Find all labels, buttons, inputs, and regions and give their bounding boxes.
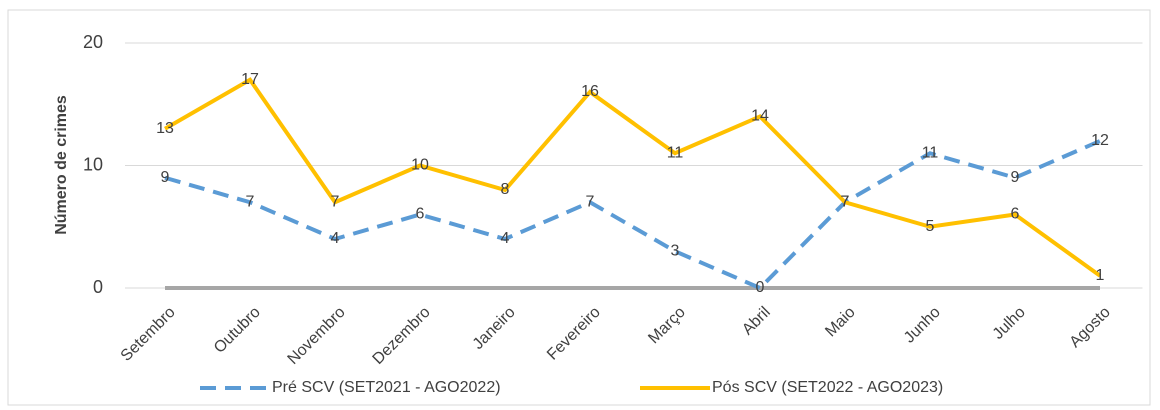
data-label: 3 bbox=[671, 242, 680, 259]
data-label: 10 bbox=[411, 157, 429, 174]
data-label: 9 bbox=[161, 169, 170, 186]
data-label: 0 bbox=[756, 279, 765, 296]
data-label: 17 bbox=[241, 71, 259, 88]
data-label: 16 bbox=[581, 83, 599, 100]
data-label: 9 bbox=[1011, 169, 1020, 186]
legend-label: Pré SCV (SET2021 - AGO2022) bbox=[272, 379, 501, 396]
data-label: 6 bbox=[416, 206, 425, 223]
legend-label: Pós SCV (SET2022 - AGO2023) bbox=[712, 379, 943, 396]
y-tick-label: 0 bbox=[93, 277, 103, 297]
data-label: 12 bbox=[1091, 132, 1109, 149]
data-label: 1 bbox=[1096, 267, 1105, 284]
y-tick-label: 10 bbox=[83, 154, 103, 174]
data-label: 7 bbox=[841, 193, 850, 210]
series-line bbox=[164, 77, 1102, 278]
data-label: 11 bbox=[667, 144, 684, 161]
data-label: 8 bbox=[501, 181, 510, 198]
data-label: 13 bbox=[156, 120, 174, 137]
data-label: 6 bbox=[1011, 206, 1020, 223]
data-label: 7 bbox=[246, 193, 255, 210]
data-label: 7 bbox=[586, 193, 595, 210]
data-label: 14 bbox=[751, 108, 769, 125]
data-label: 4 bbox=[501, 230, 510, 247]
y-tick-label: 20 bbox=[83, 32, 103, 52]
series-line bbox=[164, 139, 1101, 291]
y-axis-label: Número de crimes bbox=[53, 95, 70, 235]
data-label: 7 bbox=[331, 193, 340, 210]
data-label: 4 bbox=[331, 230, 340, 247]
data-label: 5 bbox=[926, 218, 935, 235]
data-label: 11 bbox=[922, 144, 939, 161]
data-label: 7 bbox=[841, 193, 850, 210]
